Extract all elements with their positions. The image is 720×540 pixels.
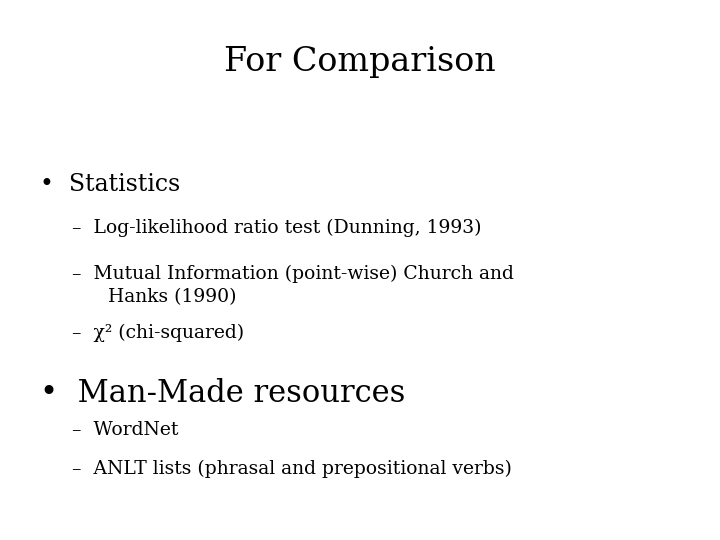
Text: •  Statistics: • Statistics — [40, 173, 180, 196]
Text: –  Log-likelihood ratio test (Dunning, 1993): – Log-likelihood ratio test (Dunning, 19… — [72, 219, 482, 237]
Text: –  Mutual Information (point-wise) Church and
      Hanks (1990): – Mutual Information (point-wise) Church… — [72, 265, 514, 306]
Text: •  Man-Made resources: • Man-Made resources — [40, 378, 405, 409]
Text: For Comparison: For Comparison — [224, 46, 496, 78]
Text: –  ANLT lists (phrasal and prepositional verbs): – ANLT lists (phrasal and prepositional … — [72, 460, 512, 478]
Text: –  WordNet: – WordNet — [72, 421, 179, 439]
Text: –  χ² (chi-squared): – χ² (chi-squared) — [72, 324, 244, 342]
